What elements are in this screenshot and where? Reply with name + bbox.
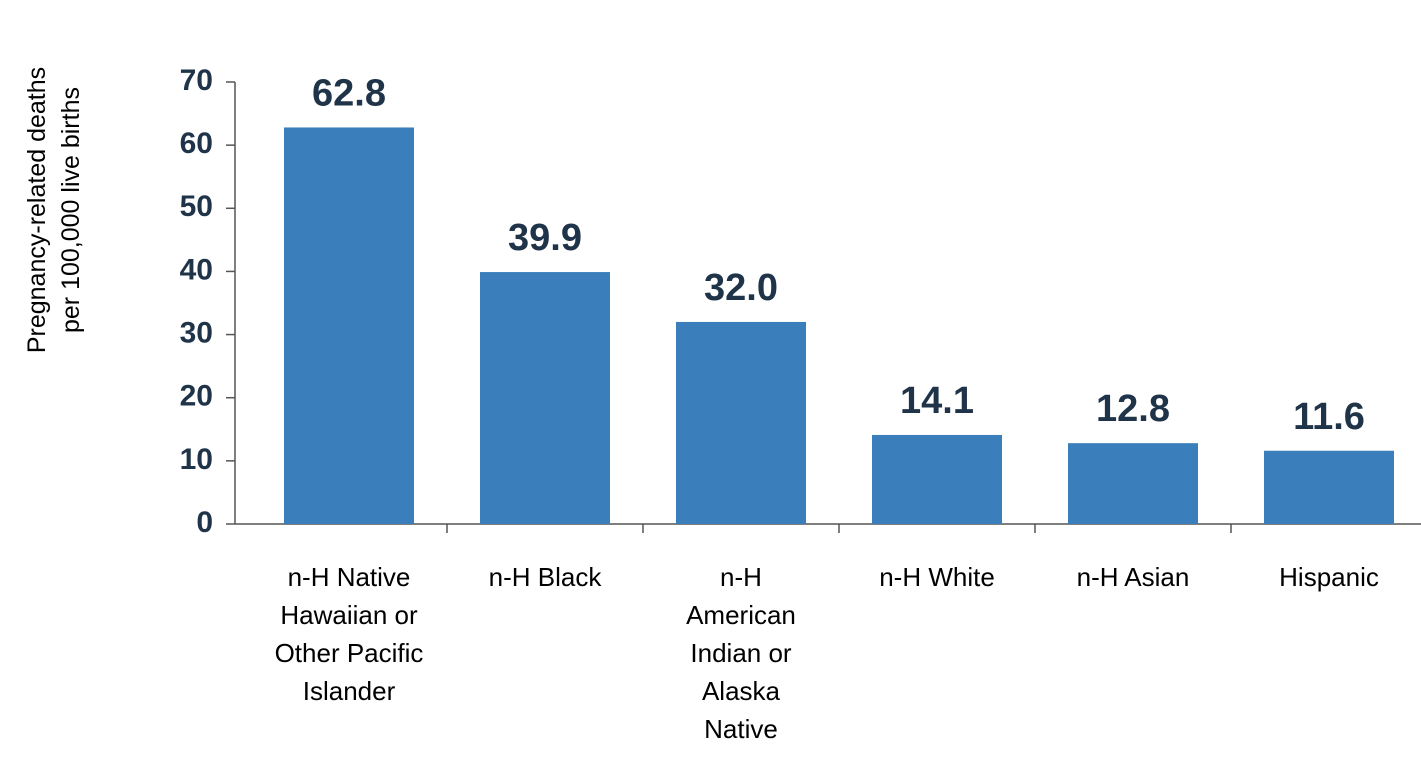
bar <box>676 321 806 524</box>
y-tick-label: 20 <box>180 380 213 413</box>
value-label: 62.8 <box>312 72 386 114</box>
value-label: 32.0 <box>704 267 778 309</box>
y-tick-label: 50 <box>180 190 213 223</box>
value-label: 39.9 <box>508 217 582 259</box>
bar <box>872 434 1002 524</box>
y-tick-label: 30 <box>180 316 213 349</box>
bar <box>1264 450 1394 524</box>
x-tick-label: n-H Black <box>488 562 602 592</box>
y-tick-label: 0 <box>196 506 213 539</box>
x-tick-label: n-H White <box>879 562 995 592</box>
value-label: 14.1 <box>900 380 974 422</box>
y-axis-label: Pregnancy-related deaths per 100,000 liv… <box>23 66 85 354</box>
y-tick-label: 70 <box>180 64 213 97</box>
y-tick-label: 10 <box>180 443 213 476</box>
bar <box>284 127 414 524</box>
value-label: 11.6 <box>1293 396 1365 438</box>
bar <box>1068 443 1198 524</box>
y-tick-label: 40 <box>180 253 213 286</box>
value-label: 12.8 <box>1096 388 1170 430</box>
y-tick-label: 60 <box>180 127 213 160</box>
x-tick-label: n-H American Indian or Alaska Native <box>686 562 796 744</box>
x-tick-label: Hispanic <box>1279 562 1379 592</box>
bar <box>480 272 610 524</box>
x-tick-label: n-H Native Hawaiian or Other Pacific Isl… <box>274 562 424 706</box>
x-tick-label: n-H Asian <box>1076 562 1190 592</box>
